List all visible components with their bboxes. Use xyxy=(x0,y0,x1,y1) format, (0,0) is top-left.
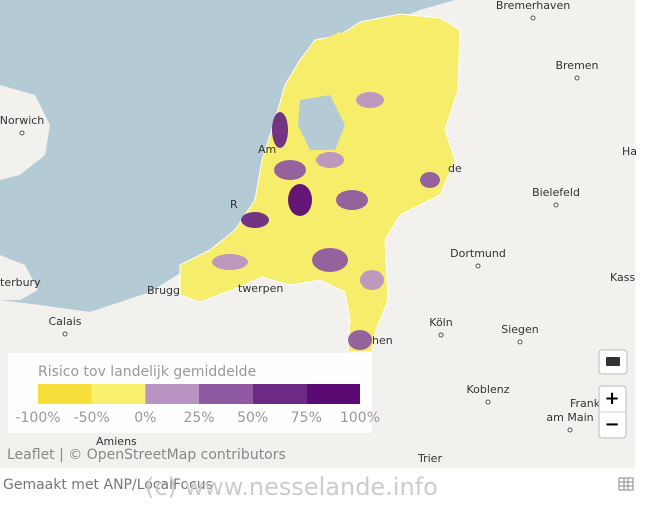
area xyxy=(241,212,269,228)
keyboard-icon xyxy=(606,357,620,366)
place-label: Dortmund xyxy=(450,247,506,260)
place-dot xyxy=(567,427,573,433)
land-uk xyxy=(0,255,38,300)
place-label: Bielefeld xyxy=(532,186,580,199)
legend-swatch xyxy=(145,384,199,404)
place-label: terbury xyxy=(0,276,41,289)
place-label: Calais xyxy=(48,315,81,328)
place-label: de xyxy=(448,162,462,175)
area xyxy=(348,330,372,350)
place-label: Am xyxy=(258,143,276,156)
place-label: Brugg xyxy=(147,284,180,297)
legend-label: 0% xyxy=(134,410,156,426)
place-dot xyxy=(62,331,68,337)
place-dot xyxy=(574,75,580,81)
legend-swatch xyxy=(306,384,360,404)
legend-swatch xyxy=(199,384,253,404)
place-label: Bremerhaven xyxy=(496,0,570,12)
place-dot xyxy=(19,130,25,136)
legend-swatch xyxy=(38,384,92,404)
netherlands xyxy=(179,13,461,353)
risk-areas xyxy=(212,92,440,350)
zoom-in[interactable]: + xyxy=(604,388,619,409)
area xyxy=(312,248,348,272)
area xyxy=(336,190,368,210)
area xyxy=(274,160,306,180)
footer-credit: Gemaakt met ANP/LocalFocus xyxy=(3,477,213,493)
place-label: Köln xyxy=(429,316,452,329)
area xyxy=(212,254,248,270)
place-label: Bremen xyxy=(555,59,598,72)
wadden-island xyxy=(310,32,350,50)
places: Bremerhaven Bremen Ha Bielefeld Norwich Dortm… xyxy=(0,0,637,465)
legend-swatch xyxy=(91,384,146,404)
place-label: Siegen xyxy=(501,323,539,336)
area xyxy=(272,112,288,148)
place-dot xyxy=(475,263,481,269)
place-label: Koblenz xyxy=(467,383,510,396)
place-label: Trier xyxy=(417,452,442,465)
place-label: Norwich xyxy=(0,114,44,127)
legend-swatch xyxy=(252,384,307,404)
place-dot xyxy=(438,332,444,338)
area xyxy=(316,152,344,168)
area xyxy=(288,184,312,216)
land-uk xyxy=(0,85,50,180)
legend-label: 75% xyxy=(291,410,322,426)
legend-label: -50% xyxy=(74,410,110,426)
place-label: hen xyxy=(372,334,393,347)
place-label: Amiens xyxy=(96,435,137,448)
place-dot xyxy=(530,15,536,21)
watermark: (c) www.nesselande.info xyxy=(145,473,438,501)
place-label: twerpen xyxy=(238,282,283,295)
legend-label: -100% xyxy=(15,410,60,426)
legend-label: 25% xyxy=(183,410,214,426)
place-dot xyxy=(553,202,559,208)
table-icon-frame xyxy=(618,477,634,491)
legend-label: 50% xyxy=(237,410,268,426)
place-dot xyxy=(485,399,491,405)
table-icon[interactable] xyxy=(618,477,634,491)
area xyxy=(420,172,440,188)
place-label: am Main xyxy=(546,411,593,424)
place-label: R xyxy=(230,198,238,211)
place-dot xyxy=(517,339,523,345)
lake xyxy=(298,95,345,150)
place-label: Kass xyxy=(610,271,635,284)
attribution: Leaflet | © OpenStreetMap contributors xyxy=(7,447,286,463)
zoom-out[interactable]: − xyxy=(604,414,619,435)
area xyxy=(356,92,384,108)
legend: -100% -50% 0% 25% 50% 75% 100% xyxy=(15,384,380,426)
place-label: Ha xyxy=(622,145,637,158)
legend-label: 100% xyxy=(340,410,380,426)
legend-title: Risico tov landelijk gemiddelde xyxy=(38,364,256,380)
area xyxy=(360,270,384,290)
